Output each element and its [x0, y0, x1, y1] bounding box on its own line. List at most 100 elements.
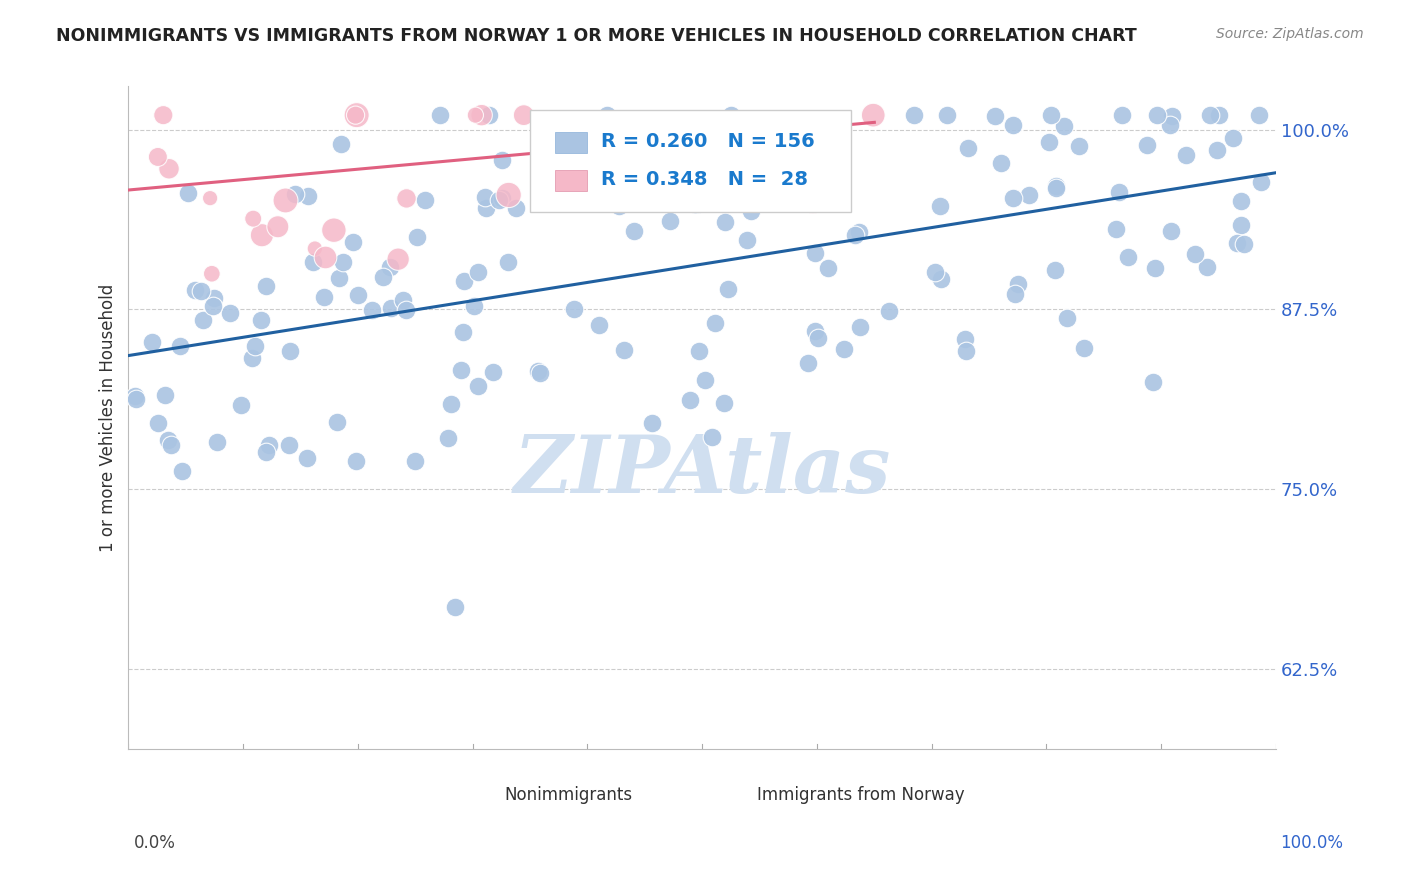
Text: Nonimmigrants: Nonimmigrants — [505, 786, 633, 804]
Point — [190, 285, 212, 299]
Point — [1105, 222, 1128, 236]
Point — [1111, 108, 1133, 122]
Point — [803, 246, 825, 260]
Point — [159, 438, 181, 452]
Point — [700, 430, 723, 444]
Point — [1175, 148, 1198, 162]
Point — [202, 299, 225, 313]
Point — [1004, 286, 1026, 301]
Point — [1002, 191, 1025, 205]
Point — [596, 108, 619, 122]
Point — [534, 163, 557, 178]
Point — [315, 251, 337, 265]
Point — [344, 108, 367, 122]
Point — [202, 291, 225, 305]
Point — [254, 278, 277, 293]
Point — [156, 434, 179, 448]
Point — [453, 274, 475, 288]
Point — [342, 235, 364, 250]
Point — [924, 265, 946, 279]
Point — [588, 318, 610, 332]
Point — [740, 204, 762, 219]
Point — [297, 451, 319, 466]
Point — [717, 283, 740, 297]
Point — [1043, 263, 1066, 277]
Point — [242, 211, 264, 226]
Point — [314, 290, 336, 304]
Point — [146, 150, 169, 164]
Point — [1250, 175, 1272, 189]
Point — [688, 344, 710, 359]
Point — [361, 303, 384, 318]
Point — [823, 131, 845, 145]
Point — [832, 342, 855, 356]
Point — [844, 228, 866, 243]
Point — [474, 190, 496, 204]
Point — [720, 108, 742, 122]
Point — [1199, 108, 1222, 122]
Point — [146, 416, 169, 430]
Point — [623, 224, 645, 238]
Point — [440, 397, 463, 411]
Point — [444, 599, 467, 614]
Point — [157, 161, 180, 176]
Point — [406, 230, 429, 244]
Point — [1208, 108, 1230, 122]
Point — [152, 108, 174, 122]
Point — [415, 193, 437, 207]
Bar — [472, 786, 498, 805]
Point — [505, 201, 527, 215]
Point — [537, 159, 560, 173]
Point — [1232, 237, 1254, 252]
Text: R = 0.348   N =  28: R = 0.348 N = 28 — [602, 169, 808, 188]
Point — [346, 108, 368, 122]
Point — [191, 313, 214, 327]
Point — [404, 454, 426, 468]
Point — [437, 432, 460, 446]
Point — [707, 181, 730, 195]
Point — [450, 362, 472, 376]
Point — [804, 324, 827, 338]
Point — [346, 454, 368, 468]
Point — [1002, 119, 1025, 133]
Point — [703, 316, 725, 330]
Point — [1039, 108, 1062, 122]
Point — [170, 464, 193, 478]
Point — [1069, 138, 1091, 153]
Point — [378, 260, 401, 274]
Bar — [555, 132, 588, 153]
Point — [714, 215, 737, 229]
Point — [1045, 179, 1067, 194]
Point — [464, 108, 486, 122]
Point — [329, 137, 352, 152]
Point — [990, 156, 1012, 170]
Point — [935, 108, 957, 122]
Point — [1160, 224, 1182, 238]
Point — [679, 393, 702, 408]
Point — [984, 109, 1007, 123]
Point — [322, 223, 344, 237]
Point — [257, 438, 280, 452]
Point — [478, 108, 501, 122]
Point — [928, 199, 950, 213]
Point — [1056, 311, 1078, 326]
Point — [1073, 342, 1095, 356]
Text: ZIPAtlas: ZIPAtlas — [513, 432, 891, 509]
Point — [240, 351, 263, 365]
Point — [929, 272, 952, 286]
Point — [686, 196, 709, 211]
Point — [1146, 108, 1168, 122]
Point — [451, 326, 474, 340]
Point — [274, 194, 297, 208]
Point — [1225, 235, 1247, 250]
Point — [1206, 143, 1229, 157]
Point — [153, 388, 176, 402]
Bar — [555, 169, 588, 191]
Point — [1038, 135, 1060, 149]
Y-axis label: 1 or more Vehicles in Household: 1 or more Vehicles in Household — [100, 284, 117, 551]
Point — [141, 335, 163, 350]
Point — [1053, 120, 1076, 134]
Point — [198, 191, 221, 205]
Point — [229, 398, 252, 412]
Point — [267, 219, 290, 234]
